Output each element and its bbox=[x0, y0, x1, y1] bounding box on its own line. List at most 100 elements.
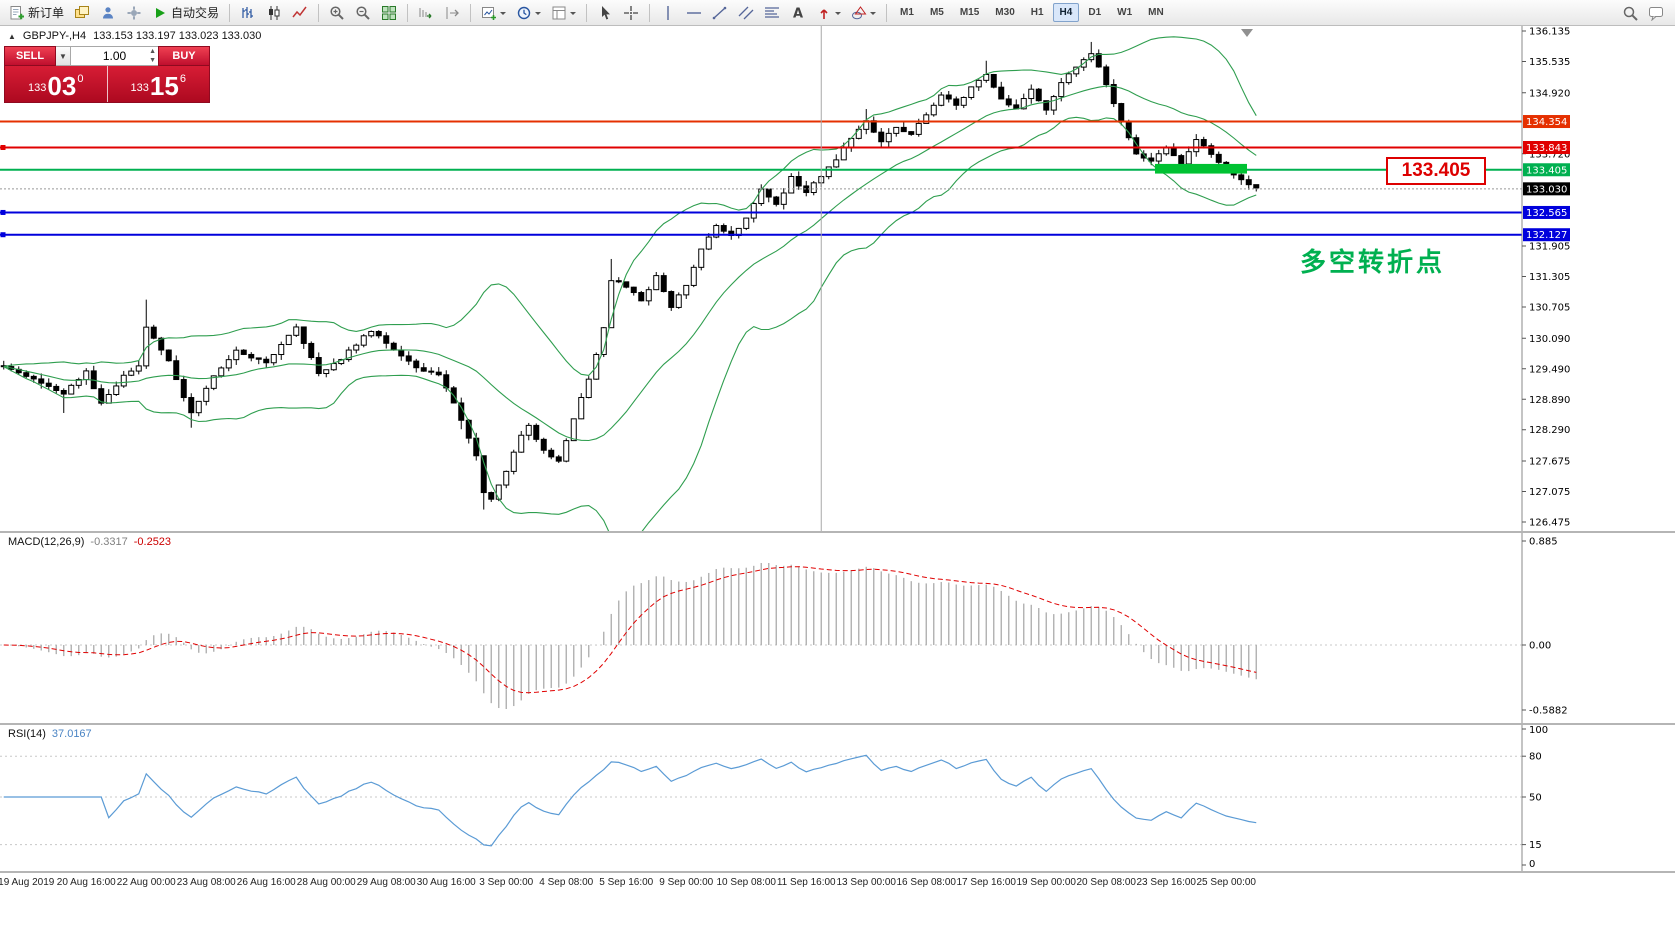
price-axis-label: 131.305 bbox=[1529, 272, 1570, 283]
tf-d1-button[interactable]: D1 bbox=[1081, 3, 1108, 22]
volume-down-button[interactable]: ▼ bbox=[149, 57, 156, 64]
play-icon bbox=[156, 7, 166, 18]
price-axis-label: 126.475 bbox=[1529, 518, 1570, 529]
tf-h1-button[interactable]: H1 bbox=[1024, 3, 1051, 22]
macd-label: MACD(12,26,9) -0.3317 -0.2523 bbox=[8, 536, 171, 548]
macd-axis-label: -0.5882 bbox=[1529, 706, 1568, 717]
macd-histogram bbox=[10, 563, 1257, 709]
tf-mn-button[interactable]: MN bbox=[1141, 3, 1171, 22]
dropdown-caret-icon[interactable] bbox=[535, 12, 542, 18]
symbol-title: GBPJPY-,H4 bbox=[22, 30, 87, 42]
price-axis-label: 135.535 bbox=[1529, 57, 1570, 68]
buy-button[interactable]: BUY bbox=[158, 46, 210, 66]
bollinger-lower bbox=[3, 116, 1257, 531]
buy-price[interactable]: 133 15 6 bbox=[108, 66, 210, 102]
crosshair-button[interactable] bbox=[619, 2, 643, 24]
pane-splitter[interactable] bbox=[0, 531, 1675, 533]
trendline-button[interactable] bbox=[708, 2, 732, 24]
price-axis-label: 136.135 bbox=[1529, 27, 1570, 38]
main-chart-canvas[interactable]: 136.135 135.535 134.920 133.720 131.905 131.3… bbox=[0, 26, 1675, 531]
tf-m5-label: M5 bbox=[929, 7, 944, 18]
tf-m15-button[interactable]: M15 bbox=[953, 3, 986, 22]
new-chart-button[interactable] bbox=[477, 2, 510, 24]
tf-m1-label: M1 bbox=[900, 7, 914, 18]
fibo-icon bbox=[765, 6, 780, 18]
bar-chart-button[interactable] bbox=[236, 2, 260, 24]
profiles-button[interactable] bbox=[96, 2, 120, 24]
price-callout[interactable]: 133.405 bbox=[1386, 157, 1486, 185]
tf-m1-button[interactable]: M1 bbox=[893, 3, 921, 22]
strategy-tester-button[interactable] bbox=[122, 2, 146, 24]
price-axis-label: 128.890 bbox=[1529, 395, 1570, 406]
toolbar-separator bbox=[649, 3, 651, 22]
pane-splitter[interactable] bbox=[0, 723, 1675, 725]
dropdown-caret-icon[interactable] bbox=[870, 12, 877, 18]
buy-price-sup: 6 bbox=[179, 73, 186, 85]
dropdown-caret-icon[interactable] bbox=[500, 12, 507, 18]
rsi-pane[interactable]: 100 80 50 15 0 RSI(14) 37.0167 bbox=[0, 725, 1675, 873]
rsi-axis-label: 100 bbox=[1529, 725, 1548, 736]
equidistant-channel-button[interactable] bbox=[734, 2, 758, 24]
chat-button[interactable] bbox=[1644, 2, 1668, 24]
volume-up-button[interactable]: ▲ bbox=[149, 48, 156, 55]
macd-name: MACD(12,26,9) bbox=[8, 536, 85, 548]
time-axis-label: 20 Sep 08:00 bbox=[1076, 877, 1137, 888]
price-axis-label: 130.705 bbox=[1529, 302, 1570, 313]
dropdown-caret-icon[interactable] bbox=[570, 12, 577, 18]
tf-h4-label: H4 bbox=[1059, 7, 1073, 18]
chart-cascade-button[interactable] bbox=[70, 2, 94, 24]
crosshair-icon bbox=[624, 5, 639, 20]
macd-canvas[interactable]: 0.885 0.00 -0.5882 bbox=[0, 533, 1675, 723]
macd-signal-line bbox=[3, 566, 1257, 694]
time-axis-label: 19 Aug 2019 bbox=[0, 877, 55, 888]
zoom-out-button[interactable] bbox=[351, 2, 375, 24]
tile-windows-button[interactable] bbox=[377, 2, 401, 24]
tf-w1-button[interactable]: W1 bbox=[1110, 3, 1139, 22]
shapes-button[interactable] bbox=[847, 2, 880, 24]
annotation-text[interactable]: 多空转折点 bbox=[1300, 247, 1446, 277]
search-button[interactable] bbox=[1618, 2, 1642, 24]
rsi-value: 37.0167 bbox=[51, 728, 92, 740]
autotrading-button[interactable]: 自动交易 bbox=[148, 1, 223, 24]
rsi-canvas[interactable]: 100 80 50 15 0 bbox=[0, 725, 1675, 873]
periods-button[interactable] bbox=[512, 2, 545, 24]
price-axis-label: 127.675 bbox=[1529, 457, 1570, 468]
channel-icon bbox=[738, 6, 754, 19]
sell-price[interactable]: 133 03 0 bbox=[5, 66, 107, 102]
vertical-line-button[interactable] bbox=[656, 2, 680, 24]
price-axis-label: 127.075 bbox=[1529, 487, 1570, 498]
line-chart-button[interactable] bbox=[288, 2, 312, 24]
cursor-button[interactable] bbox=[593, 2, 617, 24]
new-order-button[interactable]: 新订单 bbox=[5, 1, 68, 24]
arrow-icon bbox=[820, 8, 828, 19]
tile-icon bbox=[382, 5, 397, 20]
tf-m5-button[interactable]: M5 bbox=[923, 3, 951, 22]
templates-button[interactable] bbox=[547, 2, 580, 24]
text-label-button[interactable]: A bbox=[786, 2, 810, 24]
order-options-caret[interactable]: ▼ bbox=[56, 46, 71, 66]
fibonacci-button[interactable] bbox=[760, 2, 784, 24]
time-axis-label: 9 Sep 00:00 bbox=[659, 877, 714, 888]
toolbar-separator bbox=[886, 3, 888, 22]
arrows-button[interactable] bbox=[812, 2, 845, 24]
tf-h4-button[interactable]: H4 bbox=[1052, 3, 1080, 22]
chart-shift-button[interactable] bbox=[440, 2, 464, 24]
dropdown-caret-icon[interactable] bbox=[835, 12, 842, 18]
price-tag: 133.843 bbox=[1526, 143, 1567, 154]
sell-button[interactable]: SELL bbox=[4, 46, 56, 66]
rsi-axis-label: 50 bbox=[1529, 793, 1542, 804]
volume-input[interactable]: 1.00 ▲ ▼ bbox=[71, 46, 158, 66]
new-order-label: 新订单 bbox=[28, 6, 65, 20]
chat-icon bbox=[1649, 7, 1663, 21]
auto-scroll-button[interactable] bbox=[414, 2, 438, 24]
candle-chart-button[interactable] bbox=[262, 2, 286, 24]
tf-m30-button[interactable]: M30 bbox=[988, 3, 1021, 22]
time-axis[interactable]: 19 Aug 2019 20 Aug 16:00 22 Aug 00:00 23 Au… bbox=[0, 873, 1675, 895]
time-axis-label: 26 Aug 16:00 bbox=[236, 877, 296, 888]
macd-pane[interactable]: 0.885 0.00 -0.5882 MACD(12,26,9) -0.3317 -… bbox=[0, 533, 1675, 723]
main-chart-pane[interactable]: 136.135 135.535 134.920 133.720 131.905 131.3… bbox=[0, 26, 1675, 531]
horizontal-line-button[interactable] bbox=[682, 2, 706, 24]
price-tag: 132.565 bbox=[1526, 208, 1567, 219]
zoom-in-button[interactable] bbox=[325, 2, 349, 24]
rsi-label: RSI(14) 37.0167 bbox=[8, 728, 92, 740]
